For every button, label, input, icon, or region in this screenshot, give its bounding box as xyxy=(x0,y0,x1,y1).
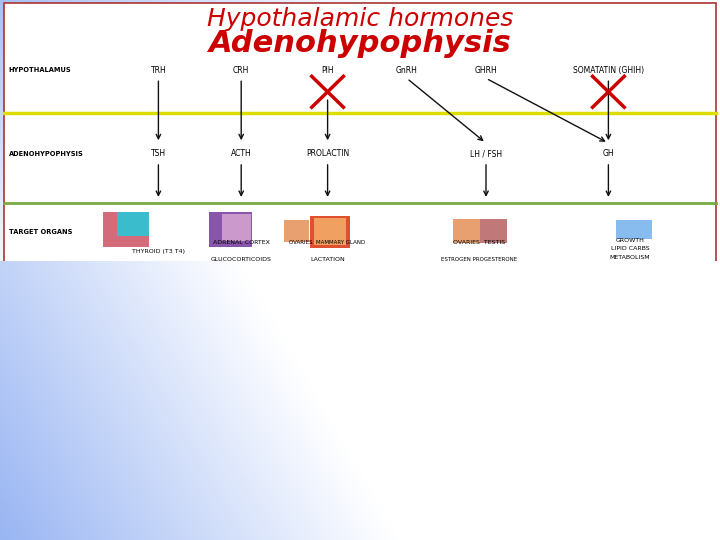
Text: ADENOHYPOPHYSIS: ADENOHYPOPHYSIS xyxy=(9,151,84,157)
FancyBboxPatch shape xyxy=(284,220,310,242)
FancyBboxPatch shape xyxy=(117,212,150,237)
Text: ADRENAL CORTEX: ADRENAL CORTEX xyxy=(213,240,269,246)
Text: GHRH: GHRH xyxy=(474,66,498,75)
Text: GnRH: GnRH xyxy=(396,66,418,75)
Text: ACTH: ACTH xyxy=(231,150,251,158)
Text: ESTROGEN PROGESTERONE: ESTROGEN PROGESTERONE xyxy=(441,256,517,262)
Text: LIPID CARBS: LIPID CARBS xyxy=(611,246,649,251)
Text: TSH: TSH xyxy=(150,150,166,158)
FancyBboxPatch shape xyxy=(310,216,350,248)
Text: TARGET ORGANS: TARGET ORGANS xyxy=(9,229,72,235)
Text: PROLACTIN: PROLACTIN xyxy=(306,150,349,158)
FancyBboxPatch shape xyxy=(314,218,346,245)
Text: PIH: PIH xyxy=(321,66,334,75)
Text: OVARIES  TESTIS: OVARIES TESTIS xyxy=(453,240,505,246)
Text: Adenohypophysis: Adenohypophysis xyxy=(209,29,511,58)
FancyBboxPatch shape xyxy=(480,219,507,243)
Text: GROWTH: GROWTH xyxy=(616,238,644,243)
FancyBboxPatch shape xyxy=(616,220,652,239)
FancyBboxPatch shape xyxy=(102,212,150,247)
Text: LH / FSH: LH / FSH xyxy=(470,150,502,158)
Text: THYROID (T3 T4): THYROID (T3 T4) xyxy=(132,248,185,254)
Text: LACTATION: LACTATION xyxy=(310,256,345,262)
Text: SOMATATIN (GHIH): SOMATATIN (GHIH) xyxy=(573,66,644,75)
Text: OVARIES  MAMMARY GLAND: OVARIES MAMMARY GLAND xyxy=(289,240,366,246)
Text: GLUCOCORTICOIDS: GLUCOCORTICOIDS xyxy=(211,256,271,262)
Text: TRH: TRH xyxy=(150,66,166,75)
Text: GH: GH xyxy=(603,150,614,158)
FancyBboxPatch shape xyxy=(222,214,251,241)
Text: Hypothalamic hormones: Hypothalamic hormones xyxy=(207,7,513,31)
FancyBboxPatch shape xyxy=(4,3,716,262)
Text: HYPOTHALAMUS: HYPOTHALAMUS xyxy=(9,67,71,73)
Text: METABOLISM: METABOLISM xyxy=(610,255,650,260)
FancyBboxPatch shape xyxy=(209,212,252,247)
Text: CRH: CRH xyxy=(233,66,249,75)
FancyBboxPatch shape xyxy=(453,219,480,243)
